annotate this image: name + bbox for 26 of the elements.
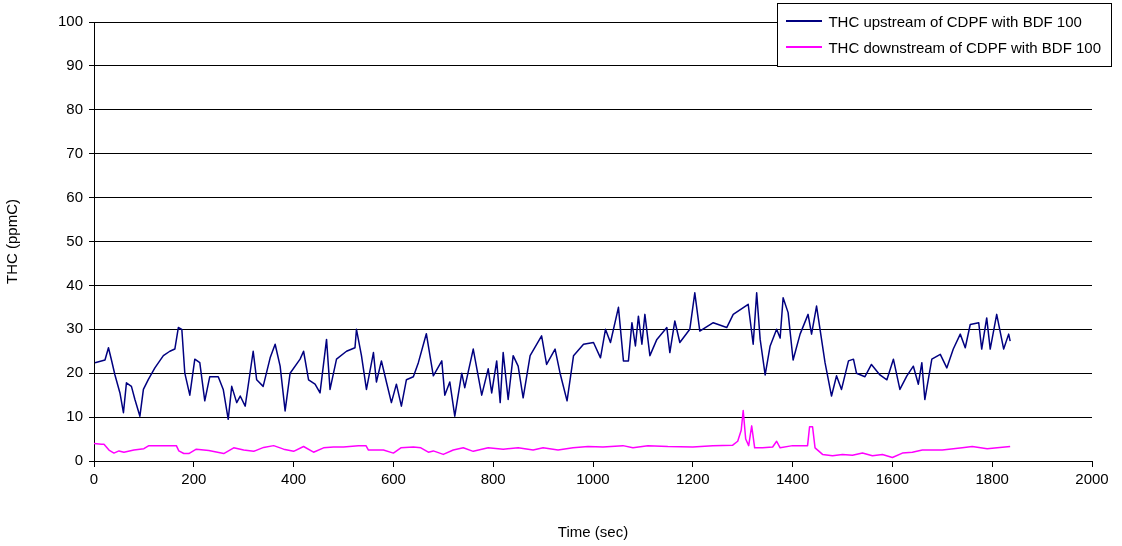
- x-tick-label: 600: [380, 470, 406, 488]
- y-tick-label: 60: [66, 187, 83, 205]
- x-tick-label: 2000: [1075, 470, 1109, 488]
- y-tick-label: 10: [66, 407, 83, 425]
- y-tick-label: 50: [66, 231, 83, 249]
- y-tick-label: 90: [66, 56, 83, 74]
- y-tick-label: 40: [66, 275, 83, 293]
- x-tick-label: 0: [89, 470, 99, 488]
- y-tick-label: 80: [66, 99, 83, 117]
- y-axis-title: THC (ppmC): [3, 199, 21, 284]
- x-tick-label: 200: [181, 470, 207, 488]
- y-tick-label: 30: [66, 319, 83, 337]
- x-tick-label: 1800: [975, 470, 1009, 488]
- legend-label: THC upstream of CDPF with BDF 100: [828, 12, 1082, 30]
- legend-label: THC downstream of CDPF with BDF 100: [828, 38, 1101, 56]
- x-tick-label: 1600: [875, 470, 910, 488]
- x-tick-label: 400: [281, 470, 307, 488]
- x-axis-title: Time (sec): [557, 523, 629, 541]
- x-tick-label: 800: [480, 470, 506, 488]
- x-tick-label: 1000: [576, 470, 610, 488]
- x-tick-label: 1200: [676, 470, 710, 488]
- y-tick-label: 100: [57, 12, 83, 30]
- x-tick-label: 1400: [775, 470, 810, 488]
- y-tick-label: 20: [66, 363, 83, 381]
- y-tick-label: 70: [66, 143, 83, 161]
- y-tick-label: 0: [74, 451, 83, 469]
